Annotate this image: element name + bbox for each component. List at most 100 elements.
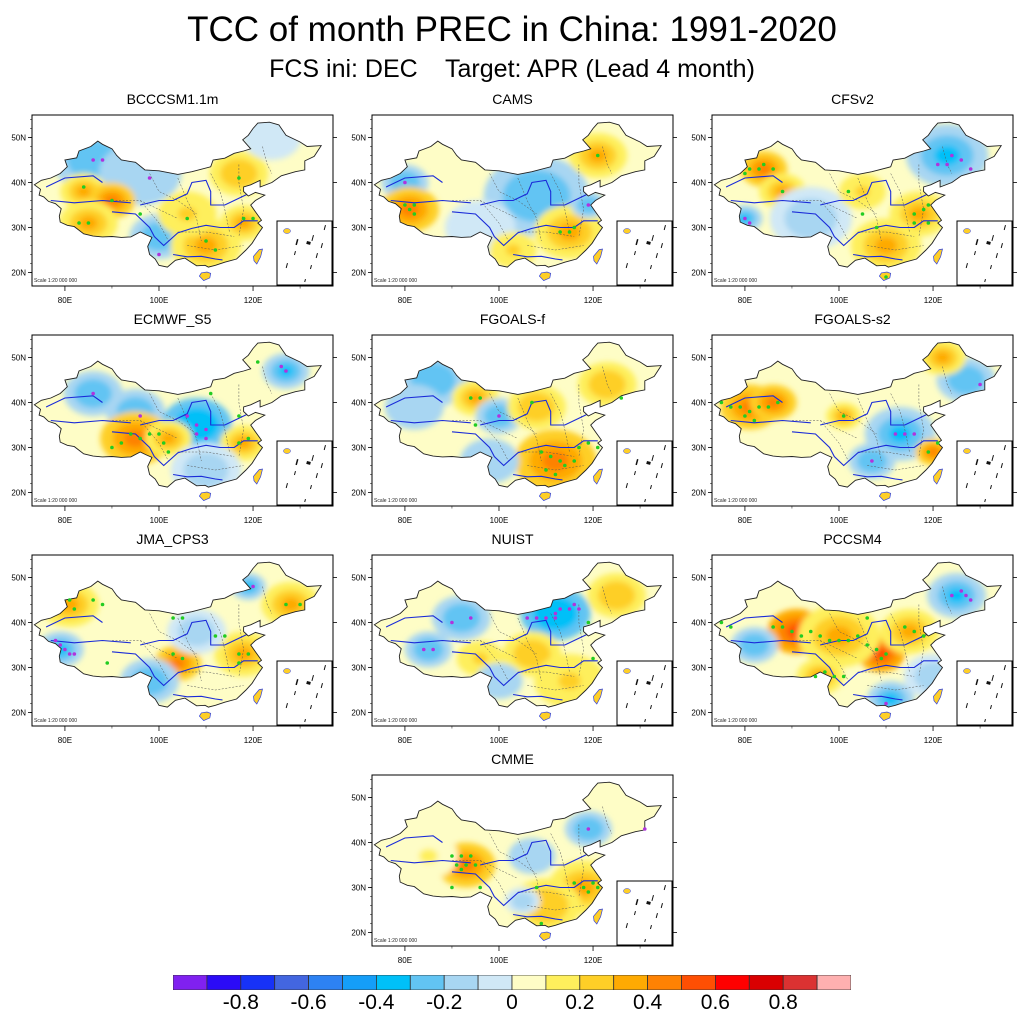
sig-dot-negative xyxy=(450,620,454,625)
sig-dot-positive xyxy=(110,198,114,203)
river-line xyxy=(730,199,811,204)
field-blob-core xyxy=(281,597,301,612)
colorbar-swatch xyxy=(715,975,750,990)
province-line xyxy=(177,231,235,237)
y-tick-label: 50N xyxy=(351,354,366,363)
province-borders xyxy=(452,366,613,471)
river-line xyxy=(513,693,563,701)
province-line xyxy=(517,891,575,897)
sig-dot-negative xyxy=(421,647,426,652)
sig-dot-positive xyxy=(855,634,860,638)
sig-dot-positive xyxy=(473,423,478,427)
province-line xyxy=(517,451,575,457)
inset-dash xyxy=(989,485,992,490)
axes: 20N 30N 40N 50N 80E 100E 120E xyxy=(691,339,1017,525)
province-line xyxy=(187,685,244,691)
sig-dot-positive xyxy=(213,248,218,252)
inset-dash xyxy=(991,675,994,682)
field-blob-core xyxy=(262,130,282,145)
sig-dot-positive xyxy=(450,885,454,890)
inset-dash xyxy=(995,693,998,699)
colorbar-tick-label: 0 xyxy=(506,991,518,1014)
field-blob-core xyxy=(170,657,186,669)
inset-dash xyxy=(651,455,654,462)
river-line xyxy=(140,179,249,206)
province-line xyxy=(452,200,518,219)
inset-dash xyxy=(293,691,296,696)
inset-dash xyxy=(306,461,311,465)
sig-dot-negative xyxy=(959,589,964,593)
hainan-island xyxy=(538,711,552,722)
colorbar-tick-label: 0.8 xyxy=(768,991,798,1014)
colorbar-swatch xyxy=(240,975,276,990)
hainan-island xyxy=(878,491,892,502)
sig-dot-positive xyxy=(255,360,260,364)
field-blob-core xyxy=(467,392,483,404)
colorbar-swatch xyxy=(206,975,242,990)
inset-dash xyxy=(311,455,314,462)
x-tick-label: 100E xyxy=(490,296,509,305)
inset-dash xyxy=(651,675,654,682)
province-line xyxy=(942,586,953,614)
inset-dash xyxy=(649,485,652,490)
inset-dash xyxy=(644,279,646,283)
province-line xyxy=(210,613,230,673)
field-blob-core xyxy=(956,372,976,388)
river-line xyxy=(480,399,589,426)
sig-dot-positive xyxy=(912,221,917,225)
river-line xyxy=(725,395,783,408)
field-blob-core xyxy=(746,639,762,651)
y-tick-label: 40N xyxy=(691,619,706,628)
sig-dot-positive xyxy=(450,854,454,858)
x-tick-label: 80E xyxy=(738,296,752,305)
sig-dot-positive xyxy=(879,656,884,661)
axes: 20N 30N 40N 50N 80E 100E 120E xyxy=(351,559,677,745)
sig-dot-positive xyxy=(860,212,865,216)
y-tick-label: 20N xyxy=(11,709,26,718)
sig-dot-positive xyxy=(185,216,190,221)
sig-dot-positive xyxy=(808,629,813,634)
sig-dot-negative xyxy=(251,584,255,589)
sig-dot-positive xyxy=(454,863,459,867)
sig-dot-positive xyxy=(119,441,124,445)
country-border xyxy=(713,561,1003,708)
field-blob-core xyxy=(909,206,929,222)
sig-dot-negative xyxy=(138,414,142,418)
field-blob-core xyxy=(934,351,950,364)
inset-dash xyxy=(625,483,628,489)
y-tick-label: 20N xyxy=(351,269,366,278)
hainan-island xyxy=(538,271,552,282)
y-tick-label: 20N xyxy=(691,269,706,278)
sig-dot-positive xyxy=(468,854,473,858)
sig-dot-negative xyxy=(553,616,558,620)
field-blob-core xyxy=(524,850,540,862)
map-panel: JMA_CPS3 20N 30N 40N 50N 80E 100E 120E Scale 1:2… xyxy=(0,530,345,750)
province-line xyxy=(452,640,518,659)
y-tick-label: 40N xyxy=(11,399,26,408)
axes: 20N 30N 40N 50N 80E 100E 120E xyxy=(351,339,677,525)
x-tick-label: 80E xyxy=(58,516,72,525)
inset-dash xyxy=(304,719,306,723)
sig-dot-positive xyxy=(884,652,888,656)
colorbar-swatch xyxy=(545,975,581,990)
sig-dot-negative xyxy=(893,432,898,436)
y-tick-label: 20N xyxy=(351,709,366,718)
taiwan-island xyxy=(253,468,263,485)
colorbar-swatch xyxy=(613,975,649,990)
sig-dot-positive xyxy=(251,216,255,221)
panel-title: BCCCSM1.1m xyxy=(126,91,219,107)
river-line xyxy=(725,615,783,628)
sig-dot-negative xyxy=(284,369,288,373)
river-line xyxy=(385,615,443,628)
sig-dot-negative xyxy=(194,423,199,427)
sig-dot-positive xyxy=(865,616,870,620)
sig-dot-negative xyxy=(544,616,548,620)
colorbar-swatch xyxy=(173,975,208,990)
scale-label: Scale 1:20 000 000 xyxy=(714,278,757,284)
sig-dot-positive xyxy=(478,396,482,400)
river-line xyxy=(513,253,563,261)
sig-dot-positive xyxy=(246,652,251,656)
sig-dot-positive xyxy=(619,396,624,400)
y-tick-label: 20N xyxy=(691,709,706,718)
inset-dash xyxy=(989,265,992,270)
